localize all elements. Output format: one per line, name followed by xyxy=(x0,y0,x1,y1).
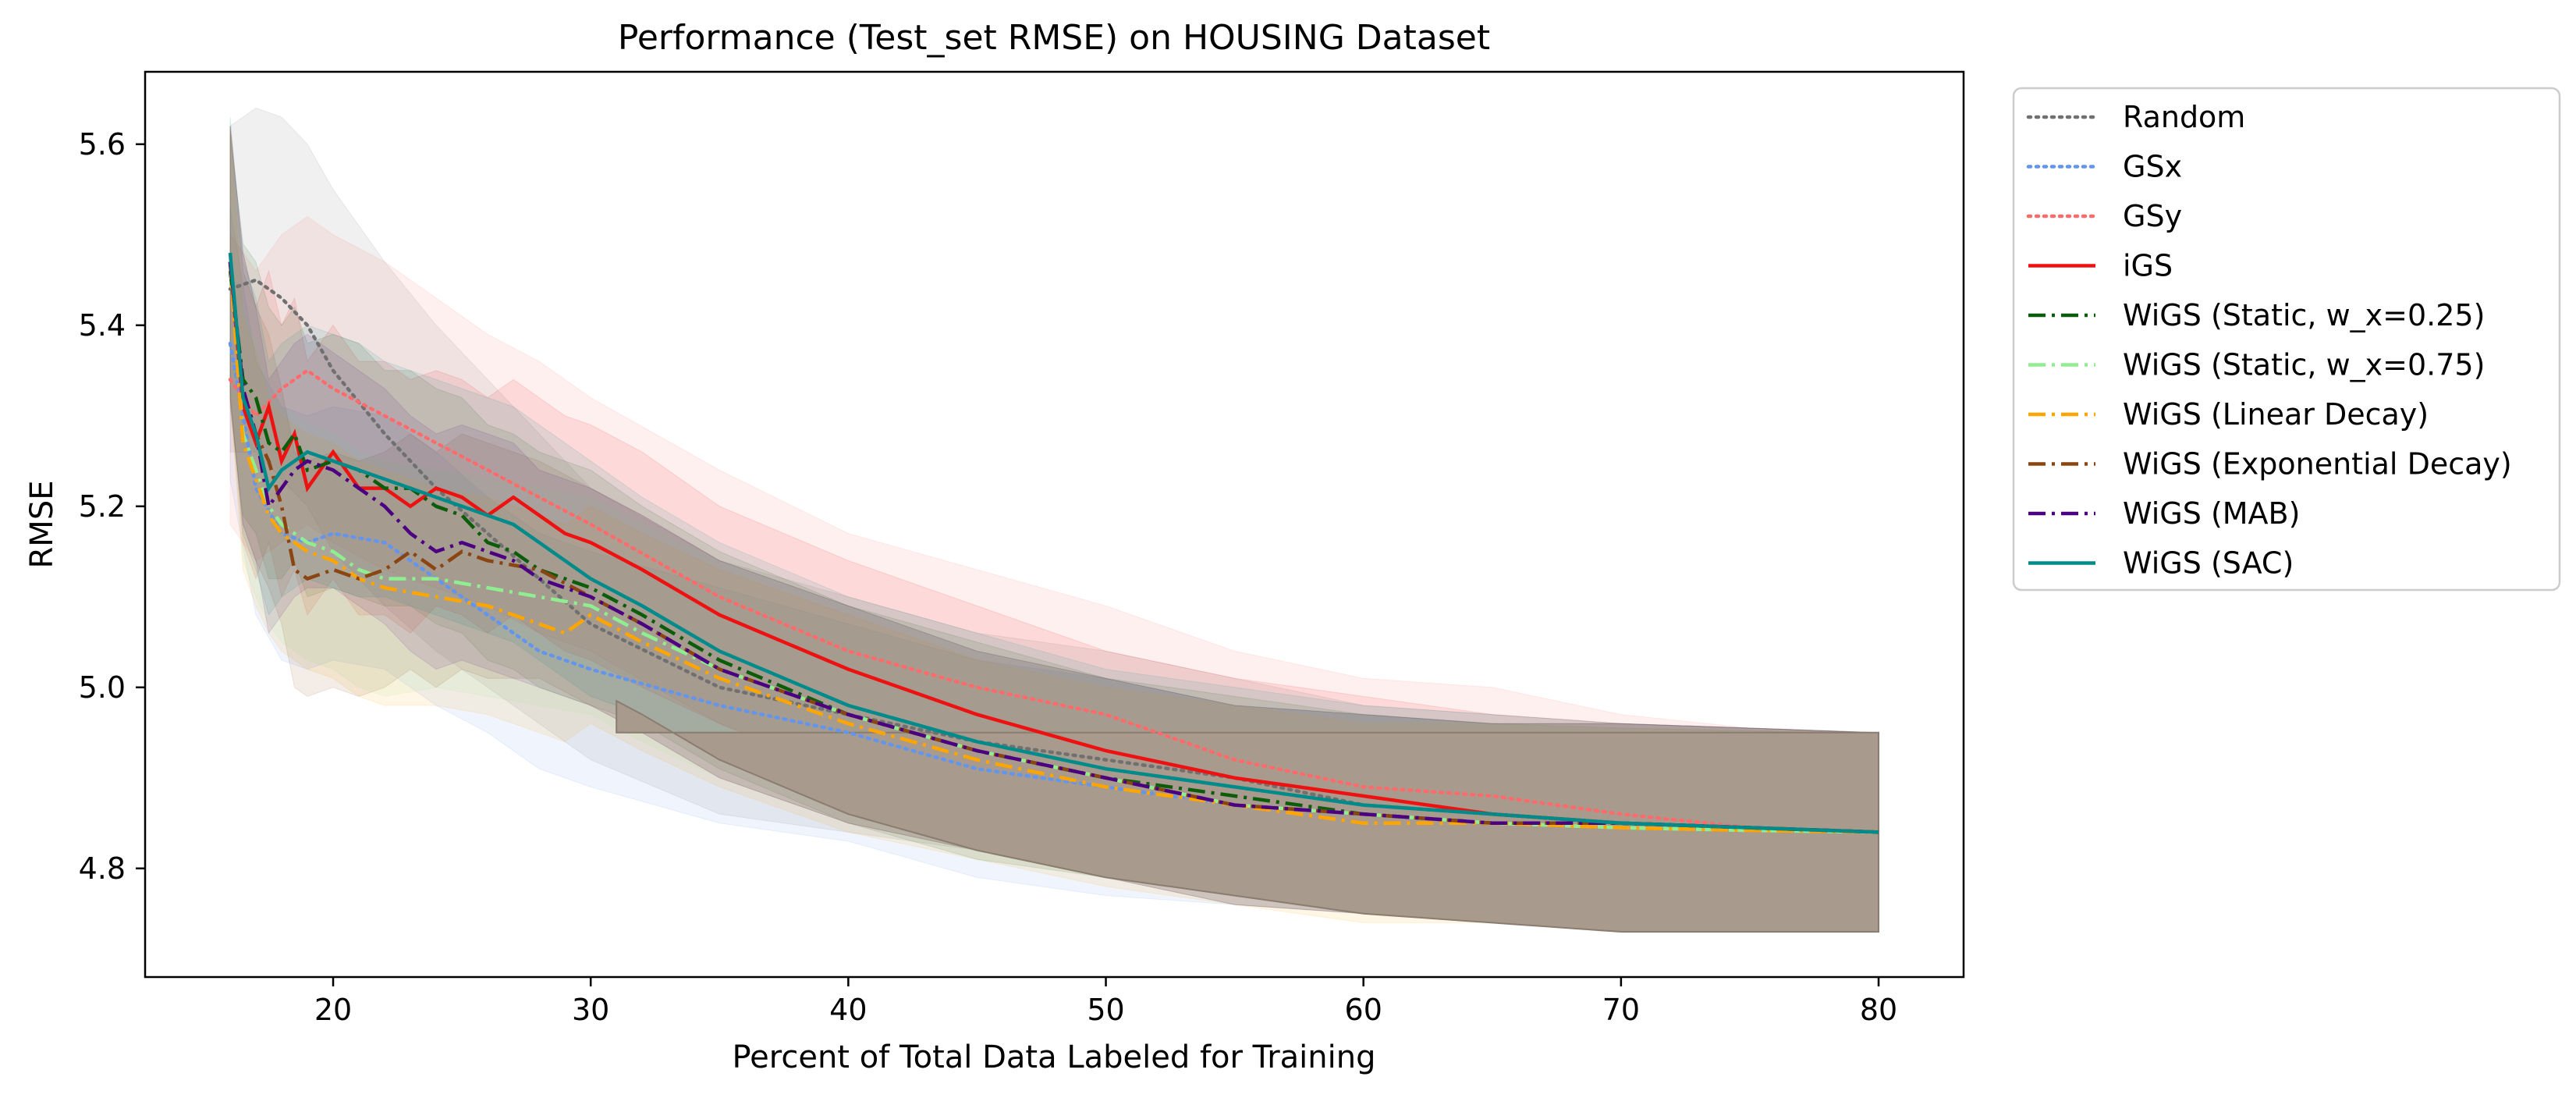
x-tick-label: 80 xyxy=(1860,993,1897,1027)
y-tick-label: 5.4 xyxy=(79,308,126,343)
gsx-legend-label: GSx xyxy=(2123,150,2182,184)
wigs-sac-line xyxy=(228,252,1879,834)
y-tick-label: 4.8 xyxy=(79,851,126,886)
y-axis-ticks: 4.8 5.0 5.2 5.4 5.6 xyxy=(79,127,145,886)
y-tick-label: 5.2 xyxy=(79,489,126,524)
y-axis-label: RMSE xyxy=(24,481,60,569)
y-tick-label: 5.0 xyxy=(79,670,126,705)
random-legend-label: Random xyxy=(2123,100,2245,134)
x-tick-label: 70 xyxy=(1602,993,1640,1027)
chart-title: Performance (Test_set RMSE) on HOUSING D… xyxy=(618,18,1490,58)
confidence-bands xyxy=(229,107,1879,933)
wigs-static-w-x-0-25-legend-label: WiGS (Static, w_x=0.25) xyxy=(2123,298,2485,332)
legend: Random GSx GSy iGS WiGS (Static, w_x=0.25) Wi… xyxy=(2012,87,2561,592)
wigs-linear-decay-line xyxy=(228,261,1879,834)
gsy-legend-label: GSy xyxy=(2123,199,2182,233)
random-line xyxy=(228,278,1881,834)
wigs-sac-legend-label: WiGS (SAC) xyxy=(2123,546,2294,581)
x-tick-label: 30 xyxy=(572,993,609,1027)
plot-frame xyxy=(144,70,1965,979)
wigs-static-w-x-0-75-legend-label: WiGS (Static, w_x=0.75) xyxy=(2123,348,2485,382)
wigs-mab-legend-label: WiGS (MAB) xyxy=(2123,496,2300,531)
x-tick-label: 20 xyxy=(314,993,352,1027)
wigs-static-w-x-0-25-line xyxy=(228,270,1879,834)
legend-frame xyxy=(2012,87,2561,592)
igs-legend-label: iGS xyxy=(2123,249,2173,283)
wigs-mab-line xyxy=(228,261,1879,834)
x-axis-ticks: 20 30 40 50 60 70 80 xyxy=(314,977,1897,1027)
gsy-line xyxy=(228,368,1881,834)
x-tick-label: 50 xyxy=(1087,993,1124,1027)
x-tick-label: 40 xyxy=(829,993,867,1027)
y-tick-label: 5.6 xyxy=(79,127,126,162)
series-lines xyxy=(228,252,1881,834)
wigs-exponential-decay-legend-label: WiGS (Exponential Decay) xyxy=(2123,447,2512,481)
wigs-linear-decay-legend-label: WiGS (Linear Decay) xyxy=(2123,397,2429,432)
x-tick-label: 60 xyxy=(1345,993,1382,1027)
x-axis-label: Percent of Total Data Labeled for Traini… xyxy=(732,1039,1375,1075)
